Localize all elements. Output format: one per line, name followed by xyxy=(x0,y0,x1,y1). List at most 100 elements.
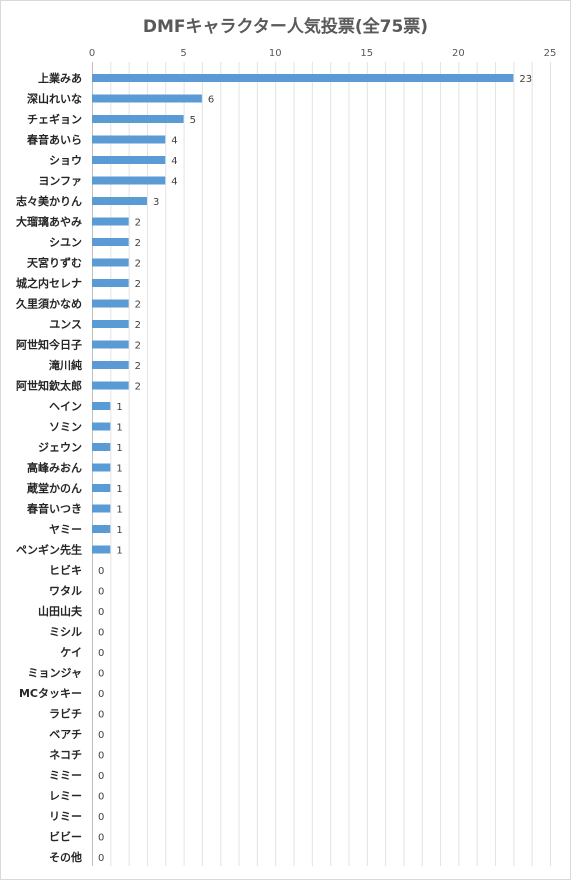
data-label: 0 xyxy=(98,792,104,803)
data-label: 23 xyxy=(519,74,532,85)
data-label: 1 xyxy=(116,525,122,536)
category-label: ペンギン先生 xyxy=(16,543,82,557)
data-label: 0 xyxy=(98,607,104,618)
category-label: 山田山夫 xyxy=(38,604,83,618)
category-label: 天宮りずむ xyxy=(27,256,82,270)
category-label: 大瑠璃あやみ xyxy=(16,215,82,229)
data-label: 0 xyxy=(98,689,104,700)
bar xyxy=(92,156,166,164)
data-label: 2 xyxy=(135,259,141,270)
category-label: ミミー xyxy=(49,769,82,782)
category-label: ラビチ xyxy=(49,707,82,721)
data-label: 1 xyxy=(116,546,122,557)
data-label: 2 xyxy=(135,300,141,311)
bar xyxy=(92,545,111,554)
x-tick-label: 25 xyxy=(544,48,557,59)
data-label: 1 xyxy=(116,423,122,434)
data-label: 5 xyxy=(190,115,196,126)
data-label: 0 xyxy=(98,710,104,721)
data-labels: 23 6 5 4 4 4 3 2 2 2 2 2 2 2 2 2 1 1 1 1 1 1 1 1 0 0 0 0 0 0 0 0 0 0 0 0 0 0 0 xyxy=(98,74,532,864)
category-label: その他 xyxy=(49,850,82,864)
data-label: 2 xyxy=(135,279,141,290)
category-label: ネコチ xyxy=(49,749,82,762)
category-label: ミシル xyxy=(49,626,82,639)
data-label: 1 xyxy=(116,505,122,516)
category-label: 志々美かりん xyxy=(16,194,82,208)
data-label: 2 xyxy=(135,341,141,352)
bar xyxy=(92,381,129,390)
bar xyxy=(92,525,111,533)
category-label: 春音いつき xyxy=(27,502,82,516)
category-label: ケイ xyxy=(60,646,82,659)
category-label: 城之内セレナ xyxy=(16,276,82,290)
category-label: ベアチ xyxy=(49,728,82,741)
data-label: 2 xyxy=(135,218,141,229)
category-label: ショウ xyxy=(49,154,82,167)
data-label: 2 xyxy=(135,320,141,331)
x-tick-label: 10 xyxy=(269,48,282,59)
bar xyxy=(92,74,514,82)
data-label: 0 xyxy=(98,833,104,844)
bar xyxy=(92,258,129,267)
bar xyxy=(92,197,147,205)
data-label: 0 xyxy=(98,812,104,823)
bar xyxy=(92,402,111,410)
category-label: ヘイン xyxy=(49,400,82,413)
bar xyxy=(92,484,111,492)
data-label: 0 xyxy=(98,669,104,680)
category-label: 久里須かなめ xyxy=(16,297,82,311)
bar xyxy=(92,176,166,185)
bar xyxy=(92,217,129,226)
data-label: 0 xyxy=(98,771,104,782)
data-label: 1 xyxy=(116,464,122,475)
category-label: ヨンファ xyxy=(38,175,82,188)
bar xyxy=(92,422,111,431)
data-label: 6 xyxy=(208,95,214,106)
data-label: 2 xyxy=(135,361,141,372)
category-label: 滝川純 xyxy=(49,358,82,372)
category-label: 深山れいな xyxy=(27,92,82,106)
category-label: ユンス xyxy=(49,318,82,331)
x-tick-label: 5 xyxy=(180,48,186,59)
category-label: ワタル xyxy=(49,585,82,598)
category-label: チェギョン xyxy=(27,112,82,126)
category-label: 蔵堂かのん xyxy=(27,481,82,495)
bar xyxy=(92,340,129,349)
x-tick-label: 0 xyxy=(89,48,95,59)
x-tick-label: 20 xyxy=(452,48,465,59)
category-labels: 上業みあ深山れいなチェギョン春音あいらショウヨンファ志々美かりん大瑠璃あやみシユ… xyxy=(16,71,83,864)
category-label: 阿世知今日子 xyxy=(16,338,82,352)
data-label: 0 xyxy=(98,853,104,864)
data-label: 1 xyxy=(116,484,122,495)
data-label: 2 xyxy=(135,382,141,393)
data-label: 0 xyxy=(98,628,104,639)
data-label: 1 xyxy=(116,443,122,454)
data-label: 3 xyxy=(153,197,159,208)
bar xyxy=(92,320,129,328)
bars xyxy=(92,74,514,554)
category-label: レミー xyxy=(49,790,82,803)
data-label: 0 xyxy=(98,751,104,762)
data-label: 0 xyxy=(98,566,104,577)
category-label: 上業みあ xyxy=(38,71,82,85)
bar xyxy=(92,94,202,103)
chart-title: DMFキャラクター人気投票(全75票) xyxy=(142,17,429,37)
data-label: 4 xyxy=(171,177,177,188)
data-label: 0 xyxy=(98,730,104,741)
category-label: ソミン xyxy=(49,421,82,434)
category-label: ビビー xyxy=(49,830,82,844)
gridlines xyxy=(92,62,551,866)
data-label: 4 xyxy=(171,156,177,167)
bar xyxy=(92,361,129,369)
bar xyxy=(92,115,184,123)
data-label: 0 xyxy=(98,648,104,659)
data-label: 0 xyxy=(98,587,104,598)
category-label: シユン xyxy=(49,236,82,249)
bar xyxy=(92,279,129,287)
bar xyxy=(92,443,111,451)
data-label: 1 xyxy=(116,402,122,413)
x-tick-label: 15 xyxy=(360,48,373,59)
category-label: 阿世知欽太郎 xyxy=(16,379,82,393)
bar xyxy=(92,299,129,308)
